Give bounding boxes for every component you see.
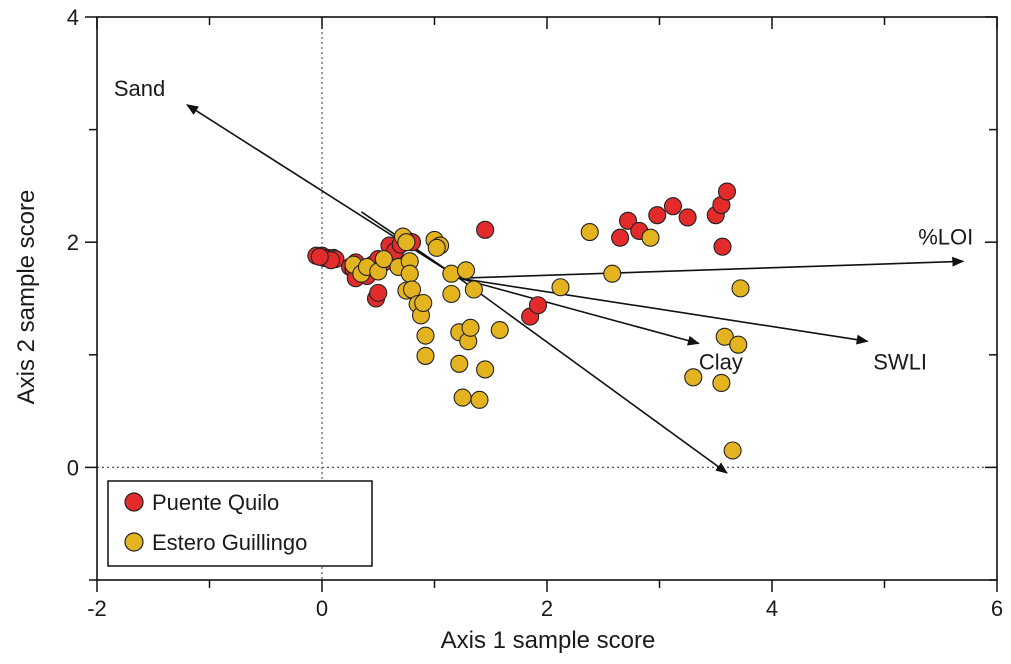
x-tick-label: 2	[541, 596, 553, 621]
point-estero-guillingo	[400, 264, 419, 283]
point-estero-guillingo	[427, 238, 446, 257]
point-estero-guillingo	[490, 320, 509, 340]
point-estero-guillingo	[723, 441, 742, 460]
legend-label-puente-quilo: Puente Quilo	[152, 490, 279, 515]
vector-arrow	[459, 256, 965, 280]
point-estero-guillingo	[414, 293, 433, 313]
point-estero-guillingo	[416, 346, 435, 365]
point-estero-guillingo	[641, 228, 660, 247]
point-estero-guillingo	[580, 223, 599, 242]
point-puente-quilo	[476, 220, 495, 239]
vector-label: Clay	[699, 349, 743, 374]
point-puente-quilo	[717, 182, 737, 201]
point-estero-guillingo	[731, 279, 750, 298]
tick-labels: -2 0 2 4 6 0 2 4	[67, 5, 1003, 621]
point-puente-quilo	[369, 283, 388, 302]
point-estero-guillingo	[470, 390, 489, 409]
y-axis-title: Axis 2 sample score	[13, 190, 40, 405]
point-estero-guillingo	[551, 278, 570, 297]
y-tick-label: 2	[67, 230, 79, 255]
point-estero-guillingo	[712, 373, 731, 393]
legend: Puente Quilo Estero Guillingo	[107, 480, 373, 567]
point-estero-guillingo	[729, 335, 748, 354]
point-estero-guillingo	[450, 354, 469, 373]
x-tick-label: 4	[766, 596, 778, 621]
legend-swatch-puente-quilo	[124, 492, 144, 512]
axis-ticks	[85, 16, 998, 592]
vector-label: %LOI	[918, 224, 973, 249]
x-axis-title: Axis 1 sample score	[441, 627, 656, 654]
point-estero-guillingo	[397, 233, 416, 252]
legend-swatch-estero-guillingo	[124, 532, 144, 552]
point-puente-quilo	[678, 208, 697, 227]
sample-points	[307, 182, 750, 460]
legend-box	[107, 480, 373, 567]
vector-arrow	[459, 277, 700, 346]
point-estero-guillingo	[461, 318, 480, 337]
vector-arrow	[459, 277, 869, 345]
y-tick-label: 4	[67, 5, 79, 30]
point-estero-guillingo	[476, 360, 495, 379]
point-puente-quilo	[713, 237, 732, 256]
point-puente-quilo	[618, 211, 638, 230]
point-puente-quilo	[648, 206, 667, 225]
x-tick-label: -2	[87, 596, 107, 621]
point-estero-guillingo	[416, 326, 435, 345]
point-estero-guillingo	[453, 388, 472, 407]
vector-arrow	[458, 277, 728, 474]
point-estero-guillingo	[684, 368, 703, 387]
point-estero-guillingo	[456, 261, 476, 280]
point-estero-guillingo	[442, 284, 461, 304]
point-estero-guillingo	[464, 280, 483, 299]
vector-label: Sand	[114, 76, 165, 101]
x-tick-label: 0	[316, 596, 328, 621]
point-estero-guillingo	[374, 250, 393, 269]
x-tick-label: 6	[991, 596, 1003, 621]
point-puente-quilo	[310, 247, 329, 266]
y-tick-label: 0	[67, 455, 79, 480]
zero-lines	[97, 17, 997, 580]
legend-label-estero-guillingo: Estero Guillingo	[152, 530, 307, 555]
point-puente-quilo	[528, 296, 548, 315]
point-puente-quilo	[663, 197, 683, 216]
point-estero-guillingo	[603, 264, 622, 283]
point-estero-guillingo	[715, 327, 734, 346]
point-puente-quilo	[611, 228, 630, 247]
vector-label: SWLI	[873, 349, 927, 374]
environmental-vectors: Sand %LOI SWLI Clay	[114, 76, 973, 474]
